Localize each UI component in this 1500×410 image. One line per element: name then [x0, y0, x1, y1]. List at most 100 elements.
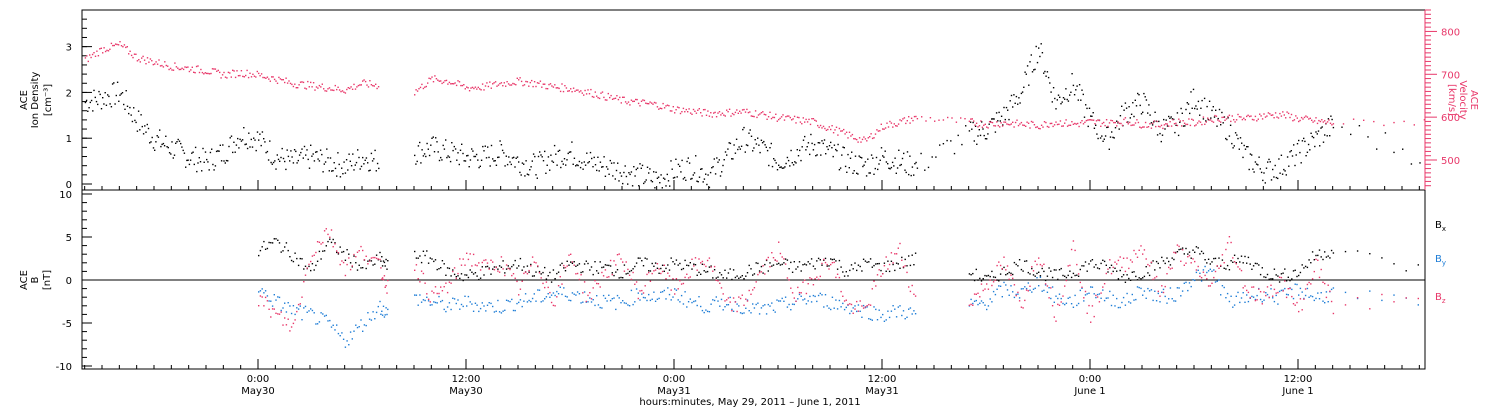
data-point-velocity: [676, 106, 679, 108]
data-point-velocity: [294, 83, 296, 85]
data-point-ion-density: [1241, 142, 1243, 144]
data-point-velocity: [301, 81, 303, 83]
data-point-bx: [1088, 263, 1090, 265]
data-point-ion-density: [558, 149, 561, 152]
data-point-bz: [869, 304, 872, 306]
data-point-bz: [883, 265, 886, 267]
data-point-ion-density: [1192, 88, 1195, 91]
data-point-velocity: [351, 88, 354, 90]
data-point-by: [492, 305, 494, 308]
data-point-velocity: [1131, 124, 1134, 126]
data-point-ion-density: [1130, 113, 1133, 115]
data-point-velocity: [906, 120, 908, 122]
data-point-velocity: [1298, 120, 1300, 123]
data-point-velocity: [1290, 113, 1293, 116]
data-point-bz: [771, 252, 773, 254]
data-point-bx: [913, 264, 915, 266]
data-point-bz: [375, 257, 378, 260]
data-point-bx: [838, 259, 841, 262]
data-point-velocity: [1227, 115, 1229, 118]
data-point-bz: [613, 260, 615, 262]
data-point-ion-density: [265, 151, 267, 154]
data-point-bz: [278, 313, 281, 315]
data-point-by: [592, 299, 594, 301]
data-point-velocity: [577, 89, 579, 91]
data-point-by: [1230, 295, 1232, 297]
data-point-by: [417, 304, 419, 306]
data-point-bx: [639, 257, 641, 259]
data-point-velocity: [460, 84, 462, 87]
data-point-ion-density: [723, 159, 725, 161]
data-point-bx: [1178, 248, 1180, 251]
data-point-by: [902, 310, 905, 312]
data-point-velocity: [214, 68, 217, 70]
data-point-bz: [1256, 299, 1258, 301]
data-point-bx: [1259, 273, 1262, 276]
data-point-bx: [381, 256, 383, 258]
data-point-bz: [776, 260, 778, 262]
data-point-velocity: [700, 112, 702, 114]
data-point-velocity: [285, 77, 287, 79]
data-point-by: [899, 305, 901, 307]
data-point-ion-density: [1050, 91, 1052, 93]
data-point-by: [999, 285, 1002, 287]
data-point-bx: [1233, 254, 1236, 256]
data-point-by: [427, 300, 430, 302]
data-point-velocity: [568, 90, 570, 92]
data-point-ion-density: [370, 152, 373, 155]
data-point-by: [651, 298, 653, 300]
data-point-bx: [294, 252, 296, 254]
data-point-ion-density: [192, 151, 194, 153]
data-point-ion-density: [1326, 135, 1328, 137]
data-point-velocity: [272, 76, 274, 78]
data-point-ion-density: [567, 152, 569, 155]
data-point-ion-density: [1254, 161, 1257, 163]
data-point-velocity: [765, 114, 767, 116]
data-point-velocity: [824, 127, 826, 130]
density-tick-label: 1: [66, 134, 72, 145]
data-point-velocity: [1269, 113, 1271, 115]
data-point-velocity: [981, 126, 984, 128]
data-point-ion-density: [1047, 76, 1050, 79]
data-point-ion-density: [549, 169, 551, 171]
data-point-velocity: [721, 112, 724, 114]
data-point-by: [526, 301, 529, 303]
data-point-velocity: [479, 88, 481, 90]
data-point-bx: [693, 263, 695, 265]
data-point-bz: [781, 256, 783, 258]
data-point-velocity: [1198, 120, 1200, 122]
data-point-by: [337, 332, 340, 335]
data-point-bz: [1050, 287, 1052, 289]
data-point-ion-density: [187, 159, 189, 161]
data-point-by: [992, 290, 995, 293]
data-point-by: [1233, 304, 1236, 306]
data-point-ion-density: [534, 155, 536, 158]
data-point-bx: [554, 278, 556, 280]
data-point-velocity: [749, 111, 751, 113]
data-point-bx: [784, 258, 787, 260]
data-point-velocity: [691, 113, 693, 115]
data-point-velocity: [182, 68, 185, 71]
data-point-ion-density: [1191, 107, 1193, 109]
data-point-ion-density: [577, 164, 579, 167]
data-point-ion-density: [992, 118, 994, 120]
data-point-ion-density: [237, 137, 239, 140]
data-point-velocity: [1324, 120, 1326, 122]
data-point-bz: [471, 265, 473, 267]
data-point-bz: [831, 262, 834, 264]
data-point-ion-density: [805, 149, 807, 151]
data-point-velocity: [876, 129, 878, 131]
data-point-by: [446, 306, 449, 308]
velocity-tick-label: 600: [1441, 113, 1460, 124]
data-point-velocity: [715, 116, 718, 118]
data-point-bz: [545, 281, 548, 283]
data-point-bx: [899, 267, 901, 269]
data-point-velocity: [1220, 121, 1222, 123]
data-point-bz: [696, 269, 698, 271]
data-point-ion-density: [884, 150, 886, 152]
data-point-ion-density: [784, 166, 786, 168]
data-point-bz: [823, 258, 825, 261]
data-point-bx: [1200, 250, 1203, 253]
data-point-velocity: [506, 81, 508, 83]
data-point-bz: [660, 272, 662, 275]
